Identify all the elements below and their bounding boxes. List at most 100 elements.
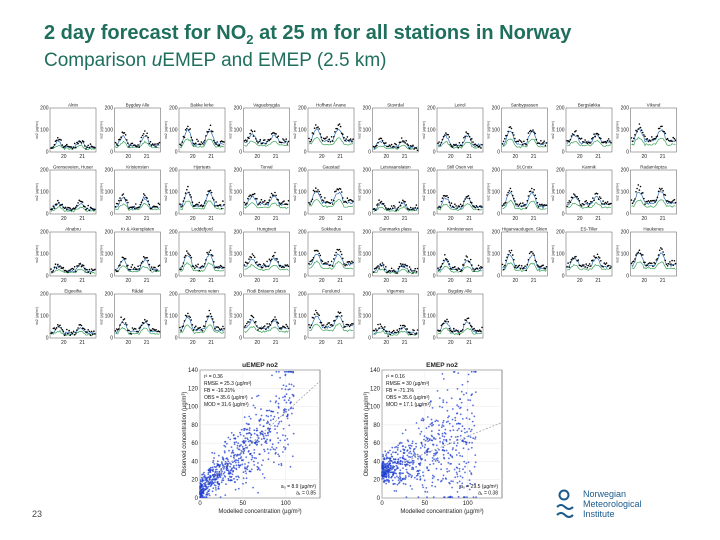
scatter-point (441, 435, 444, 437)
observed-point (609, 140, 611, 142)
emep-series-line (437, 141, 483, 149)
panel-y-label: no2 (µg/m³) (100, 183, 104, 201)
observed-point (538, 203, 541, 206)
observed-point (145, 196, 147, 199)
panel-y-tick: 0 (562, 150, 565, 156)
scatter-point (397, 444, 399, 447)
observed-point (523, 205, 525, 207)
scatter-point (263, 450, 266, 453)
scatter-point (269, 448, 272, 451)
observed-point (328, 138, 331, 140)
panel-x-tick: 20 (577, 154, 583, 160)
observed-point (155, 146, 157, 148)
panel-title: Vaguebrygda (253, 103, 280, 108)
scatter-point (262, 433, 264, 436)
scatter-point (455, 423, 458, 425)
scatter-point (422, 471, 424, 474)
scatter-point (453, 442, 456, 445)
observed-point (648, 201, 651, 203)
scatter-point (448, 422, 451, 425)
observed-point (84, 267, 86, 270)
observed-point (438, 141, 440, 143)
observed-point (666, 137, 669, 140)
observed-point (258, 202, 261, 205)
observed-point (62, 266, 65, 269)
scatter-point (459, 434, 462, 437)
scatter-point (417, 496, 420, 498)
observed-point (587, 205, 590, 207)
observed-point (439, 144, 442, 146)
scatter-point (282, 384, 285, 387)
panel-y-tick: 100 (621, 128, 630, 134)
observed-point (505, 201, 507, 204)
observed-point (324, 197, 326, 199)
scatter-point (389, 449, 391, 452)
panel-y-tick: 100 (105, 128, 114, 134)
scatter-point (411, 459, 414, 462)
observed-point (416, 207, 419, 209)
observed-point (132, 268, 135, 270)
scatter-point (237, 487, 240, 490)
observed-point (119, 138, 121, 140)
scatter-point (419, 455, 422, 458)
observed-point (475, 205, 478, 207)
scatter-point (217, 487, 220, 490)
observed-point (592, 197, 594, 199)
scatter-point (266, 438, 268, 441)
scatter-point (436, 457, 439, 460)
scatter-point (243, 416, 246, 419)
scatter-point (224, 441, 227, 443)
panel-y-tick: 200 (40, 230, 49, 236)
scatter-y-tick: 140 (370, 368, 381, 374)
scatter-stat: FB = -71.1% (386, 388, 414, 394)
observed-point (380, 200, 383, 203)
observed-point (61, 144, 64, 146)
panel-x-tick: 21 (531, 216, 537, 222)
scatter-point (292, 407, 294, 410)
scatter-point (256, 465, 259, 468)
scatter-point (252, 404, 255, 407)
observed-point (596, 193, 599, 195)
scatter-point (463, 427, 466, 430)
scatter-point (433, 458, 435, 461)
panel-x-tick: 21 (595, 154, 601, 160)
observed-point (129, 269, 131, 271)
panel-y-label: no2 (µg/m³) (293, 121, 297, 139)
scatter-point (266, 420, 269, 423)
scatter-point (273, 415, 276, 418)
scatter-point (441, 373, 444, 375)
scatter-point (238, 457, 240, 460)
scatter-point (439, 437, 441, 440)
observed-point (50, 268, 52, 270)
scatter-x-tick: 0 (198, 501, 202, 507)
observed-point (514, 137, 516, 140)
scatter-point (233, 460, 236, 463)
observed-point (660, 189, 662, 191)
scatter-point (211, 480, 214, 482)
scatter-point (255, 444, 258, 446)
scatter-point (460, 430, 463, 433)
scatter-point (461, 455, 464, 458)
scatter-point (262, 425, 265, 427)
observed-point (583, 204, 585, 206)
scatter-point (260, 464, 263, 466)
scatter-stat: RMSE = 25.3 (µg/m³) (204, 381, 252, 387)
scatter-point (267, 452, 270, 454)
scatter-point (265, 414, 268, 417)
observed-point (315, 187, 317, 189)
observed-point (577, 198, 580, 200)
observed-point (531, 187, 533, 190)
observed-point (183, 136, 186, 139)
observed-point (179, 143, 181, 146)
observed-point (381, 202, 384, 205)
scatter-point (233, 467, 236, 469)
panel-frame (565, 107, 613, 153)
scatter-point (287, 370, 289, 373)
scatter-point (268, 429, 270, 432)
observed-point (218, 144, 221, 146)
observed-point (445, 132, 447, 134)
observed-point (257, 204, 259, 206)
scatter-point (282, 414, 284, 417)
observed-point (280, 141, 283, 144)
observed-point (385, 207, 387, 209)
